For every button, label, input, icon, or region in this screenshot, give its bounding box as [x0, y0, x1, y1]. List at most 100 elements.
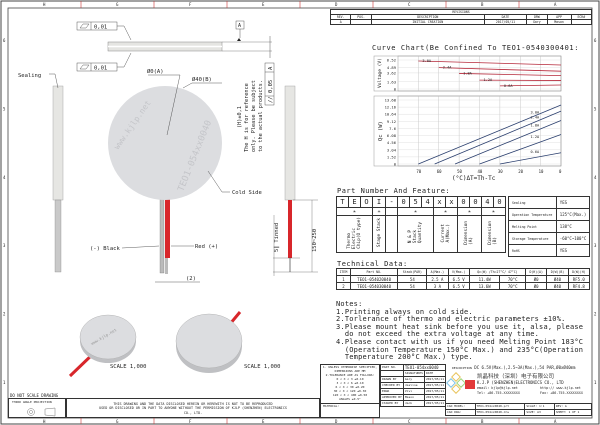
part-number-grid: T E O I -0 5 4 x x 0 0 4 0 ⩡ ⩡ ⩡ ⩡ ⩡ ⩡ ThermoElectricChip(O…	[336, 196, 507, 253]
part-char: O	[359, 196, 373, 208]
part-meaning	[385, 215, 399, 253]
y-tick-label: 13.68	[385, 98, 397, 103]
part-char: -	[385, 196, 399, 208]
note-line: 3.Please mount heat sink before you use …	[336, 322, 584, 331]
series-label: 0.6A	[531, 150, 540, 154]
do-not-scale-label: DO NOT SCALE DRAWING	[10, 393, 59, 398]
value: SIZE: A3	[524, 409, 555, 416]
label: SIGNATURES	[402, 370, 425, 377]
tolerance-line: 0 < X < 3 ±0.10	[336, 377, 364, 381]
feature-value: 125°C(Max.)	[555, 208, 591, 221]
thickness-note: (H)±0,1 The H is for reference only. Ple…	[237, 80, 264, 152]
series-line-1.8A	[459, 73, 562, 77]
svg-text:(2): (2)	[186, 276, 196, 282]
zone-label: E	[262, 419, 265, 424]
part-meaning: Stage Stack	[371, 215, 387, 253]
disc-top-view: www.kjlp.net TEO1-054xx0040 Ø0(A) Ø40(B)…	[90, 68, 262, 283]
cell: Gary	[526, 19, 548, 25]
iso-view-printed: www.kjlp.net SCALE 1,000	[68, 314, 146, 378]
cell: Ø0	[524, 275, 548, 283]
cell: 2017/05/11	[423, 388, 447, 395]
feature-label: Sealing	[508, 196, 557, 209]
cell: 2017/05/11	[423, 394, 447, 401]
company-name-en: K.J.P (SHENZHEN)ELECTRONICS CO., LTD	[477, 380, 564, 385]
edge-view-top: A 0,01 0,01	[76, 20, 272, 72]
note-line: Temperature 200°C Max.) type.	[336, 353, 473, 362]
series-line-0.6A	[499, 84, 562, 87]
col-header: D(H)(A)	[524, 268, 548, 276]
series-label: 2.4A	[531, 116, 540, 120]
cell: 13.6W	[468, 282, 501, 290]
zone-label: 6	[3, 38, 6, 43]
feature-row: RoHS YES	[508, 244, 591, 257]
part-char: 5	[409, 196, 423, 208]
revisions-table: REVISIONS REV. POS. DESCRIPTION DATE DRW…	[329, 9, 593, 25]
y-tick-label: 10.64	[385, 112, 397, 117]
series-line-1.8A	[454, 120, 562, 165]
voltage-axis-label: Voltage (V)	[377, 58, 383, 88]
zone-label: B	[481, 419, 484, 424]
zone-label: A	[554, 2, 557, 7]
cell: 3 A	[426, 282, 449, 290]
red-lead	[165, 198, 170, 258]
series-label: 3.0A	[531, 111, 540, 115]
flatness-icon	[79, 23, 90, 29]
y-tick-label: 6.08	[387, 133, 397, 138]
feature-value: YES	[555, 196, 591, 209]
disclaimer-line: USED OR DISCLOSED OR IN PART TO ANYONE W…	[99, 406, 287, 411]
x-tick-label: 50	[457, 169, 462, 174]
cell: RF4.8	[567, 282, 591, 290]
cell: Mason	[546, 19, 572, 25]
cell	[570, 19, 593, 25]
cell: 54	[397, 282, 428, 290]
svg-text:to the actual products.: to the actual products.	[258, 80, 264, 152]
cell: 2017/05/11	[483, 19, 528, 25]
cell: Ø40	[546, 282, 569, 290]
part-char: 4	[421, 196, 435, 208]
part-meaning: Dimension(A)	[456, 215, 482, 253]
qc-axis-label: Qc (W)	[378, 121, 384, 141]
cell: Jack	[402, 400, 425, 407]
zone-label: H	[43, 419, 46, 424]
series-label: 1.8A	[531, 123, 540, 127]
part-meaning: Dimension(B)	[480, 215, 507, 253]
x-tick-label: 70	[416, 169, 421, 174]
company-tel: Tel: +86-755-XXXXXXXX	[477, 391, 520, 395]
part-char: 0	[492, 196, 507, 208]
black-lead	[159, 197, 165, 274]
cell: 11.4W	[468, 275, 501, 283]
cell: TEO1-054020040	[349, 275, 399, 283]
tolerance-line: 2.TOLERANCE ARE AS FOLLOWS:	[325, 373, 375, 377]
zone-label: 3	[3, 243, 6, 248]
feature-row: Melting Point 138°C	[508, 220, 591, 233]
y-tick-label: 7.6	[389, 126, 397, 131]
zone-label: 3	[594, 243, 597, 248]
feature-row: Storage Temperature -60°C~100°C	[508, 232, 591, 245]
cell: APPROVED BY	[380, 394, 404, 401]
y-tick-label: 6.52	[387, 58, 396, 63]
note-line: (Operation Temperature 150°C Max.) and 2…	[336, 345, 584, 354]
x-tick-label: 0	[559, 169, 562, 174]
svg-text:SCALE 1,000: SCALE 1,000	[110, 364, 146, 370]
part-meaning: ThermoElectricChip(O type)	[336, 215, 373, 253]
zone-label: F	[189, 419, 192, 424]
zone-label: E	[262, 2, 265, 7]
part-char: x	[445, 196, 458, 208]
svg-text:(H)±0,1: (H)±0,1	[237, 106, 243, 128]
tolerance-line: 1. UNLESS OTHERWISE SPECIFIED,	[322, 365, 378, 369]
feature-value: -60°C~100°C	[555, 232, 591, 245]
y-tick-label: 1.52	[387, 154, 396, 159]
part-char: 0	[397, 196, 411, 208]
note-line: 2.Torlerance of thermo and electric para…	[336, 315, 566, 324]
svg-text:SCALE 1,000: SCALE 1,000	[244, 364, 280, 370]
cell: 70°C	[499, 282, 526, 290]
cell: 2.5 A	[426, 275, 449, 283]
parallelism-frame: // 0,05 A	[264, 62, 275, 106]
arrow-icon	[385, 207, 399, 216]
arrow-icon: ⩡	[371, 207, 387, 216]
feature-table: Sealing YES Operation Temperature 125°C(Max…	[508, 196, 591, 257]
feature-label: RoHS	[508, 244, 557, 257]
note-line: do not exceed the extra voltage at any t…	[336, 330, 540, 339]
